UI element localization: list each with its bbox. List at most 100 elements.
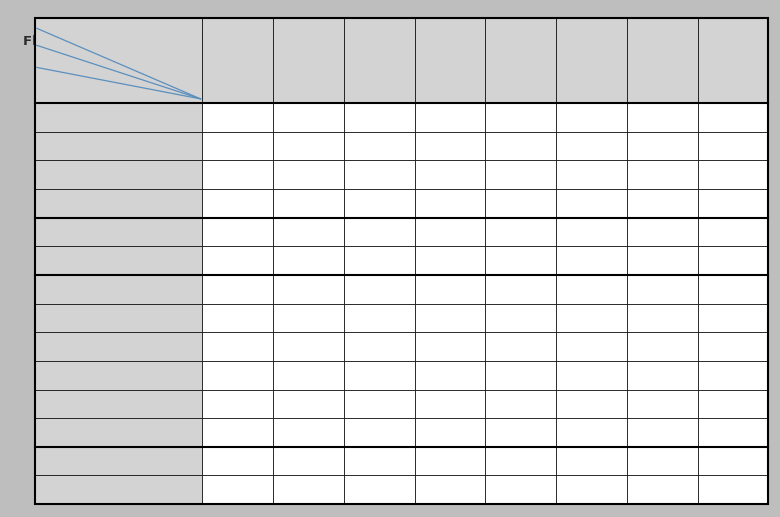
Text: 126. 67: 126. 67 — [650, 340, 694, 353]
Text: 706. 86: 706. 86 — [508, 483, 553, 496]
Text: 90. 78: 90. 78 — [587, 340, 624, 353]
Text: 72. 37: 72. 37 — [516, 340, 553, 353]
Text: 5. 79: 5. 79 — [381, 225, 411, 238]
Text: 54. 29: 54. 29 — [445, 340, 482, 353]
Text: 1. 13: 1. 13 — [310, 168, 341, 181]
Text: 21. 21: 21. 21 — [445, 283, 482, 296]
Text: 49. 48: 49. 48 — [657, 283, 694, 296]
Text: 197. 92: 197. 92 — [650, 369, 694, 382]
Text: 3. 18: 3. 18 — [594, 140, 624, 153]
Text: 4: 4 — [545, 78, 553, 91]
Text: 0. 08: 0. 08 — [240, 111, 270, 124]
Text: 14. 14: 14. 14 — [374, 283, 411, 296]
Text: 1. 13: 1. 13 — [523, 111, 553, 124]
Text: 113. 1: 113. 1 — [303, 454, 341, 467]
Text: 5: 5 — [616, 78, 624, 91]
Text: 2. 12: 2. 12 — [240, 283, 270, 296]
Text: 339. 3: 339. 3 — [445, 454, 482, 467]
Text: 28. 27: 28. 27 — [516, 283, 553, 296]
Text: 36. 19: 36. 19 — [374, 340, 411, 353]
Text: 12. 39: 12. 39 — [657, 197, 694, 210]
Text: 0. 64: 0. 64 — [310, 140, 341, 153]
Text: 2: 2 — [404, 78, 411, 91]
Text: 200: 200 — [174, 454, 196, 467]
Text: 5. 65: 5. 65 — [594, 168, 624, 181]
Text: 15: 15 — [181, 140, 196, 153]
Text: 452. 39: 452. 39 — [508, 454, 553, 467]
Text: 1. 91: 1. 91 — [452, 140, 482, 153]
Text: 19. 09: 19. 09 — [232, 426, 270, 439]
Text: 4. 52: 4. 52 — [310, 254, 341, 267]
Text: 7. 07: 7. 07 — [523, 197, 553, 210]
Text: 0. 19: 0. 19 — [240, 140, 270, 153]
Text: 18. 1: 18. 1 — [310, 340, 341, 353]
Text: 31. 67: 31. 67 — [657, 254, 694, 267]
Text: 56. 55: 56. 55 — [374, 369, 411, 382]
Text: 3: 3 — [475, 78, 482, 91]
Text: 1. 96: 1. 96 — [665, 111, 694, 124]
Text: 7. 91: 7. 91 — [665, 168, 694, 181]
Text: DN (mm): DN (mm) — [35, 73, 102, 86]
Text: 2. 54: 2. 54 — [523, 140, 553, 153]
Text: 1: 1 — [333, 78, 341, 91]
Text: 176. 23: 176. 23 — [508, 398, 553, 410]
Text: 83. 62: 83. 62 — [658, 311, 694, 325]
Text: 883. 57: 883. 57 — [580, 483, 624, 496]
Text: 3. 39: 3. 39 — [452, 168, 482, 181]
Text: 190. 85: 190. 85 — [438, 426, 482, 439]
Text: 178. 19: 178. 19 — [720, 311, 765, 325]
Text: 113. 1: 113. 1 — [516, 369, 553, 382]
Text: 18. 1: 18. 1 — [523, 254, 553, 267]
Text: 1. 41: 1. 41 — [594, 111, 624, 124]
Text: 35. 84: 35. 84 — [445, 311, 482, 325]
Text: 4. 52: 4. 52 — [523, 168, 553, 181]
Text: 1696. 26: 1696. 26 — [713, 454, 765, 467]
Text: 16. 96: 16. 96 — [728, 168, 765, 181]
Text: 0. 85: 0. 85 — [452, 111, 482, 124]
Text: 106. 03: 106. 03 — [721, 283, 765, 296]
Text: 254. 47: 254. 47 — [508, 426, 553, 439]
Text: Flow rate (m3/h): Flow rate (m3/h) — [23, 35, 147, 48]
Text: 59. 73: 59. 73 — [587, 311, 624, 325]
Text: 1236. 97: 1236. 97 — [642, 483, 694, 496]
Text: 226. 19: 226. 19 — [367, 454, 411, 467]
Text: 127. 23: 127. 23 — [367, 426, 411, 439]
Text: 100: 100 — [174, 369, 196, 382]
Text: Velocity (m/s): Velocity (m/s) — [121, 26, 224, 39]
Text: 424. 12: 424. 12 — [720, 369, 765, 382]
Text: 7: 7 — [687, 78, 694, 91]
Text: 250: 250 — [174, 483, 196, 496]
Text: 4. 45: 4. 45 — [665, 140, 694, 153]
Text: 7. 07: 7. 07 — [310, 283, 341, 296]
Text: 271. 43: 271. 43 — [720, 340, 765, 353]
Text: 44. 18: 44. 18 — [303, 398, 341, 410]
Text: 9. 54: 9. 54 — [736, 140, 765, 153]
Text: 445. 32: 445. 32 — [650, 426, 694, 439]
Text: 0. 3: 0. 3 — [248, 78, 270, 91]
Text: 1. 77: 1. 77 — [310, 197, 341, 210]
Text: 67. 86: 67. 86 — [728, 254, 765, 267]
Text: 63. 62: 63. 62 — [303, 426, 341, 439]
Text: 141. 37: 141. 37 — [579, 369, 624, 382]
Text: 28. 27: 28. 27 — [303, 369, 341, 382]
Text: 25: 25 — [181, 197, 196, 210]
Text: 2. 9: 2. 9 — [318, 225, 341, 238]
Text: 0. 57: 0. 57 — [381, 111, 411, 124]
Text: 565. 49: 565. 49 — [579, 454, 624, 467]
Text: 20. 27: 20. 27 — [657, 225, 694, 238]
Text: 363. 43: 363. 43 — [367, 483, 411, 496]
Text: 5. 43: 5. 43 — [240, 340, 270, 353]
Text: 11. 95: 11. 95 — [303, 311, 341, 325]
Text: 65: 65 — [181, 311, 196, 325]
Text: 0. 28: 0. 28 — [311, 111, 341, 124]
Text: 220. 78: 220. 78 — [579, 398, 624, 410]
Text: 9. 05: 9. 05 — [381, 254, 411, 267]
Text: 530. 13: 530. 13 — [438, 483, 482, 496]
Text: 318. 09: 318. 09 — [579, 426, 624, 439]
Text: 47. 78: 47. 78 — [516, 311, 553, 325]
Text: 80: 80 — [181, 340, 196, 353]
Text: 125: 125 — [174, 398, 196, 410]
Text: 53. 01: 53. 01 — [232, 483, 270, 496]
Text: 0. 53: 0. 53 — [240, 197, 270, 210]
Text: 176. 71: 176. 71 — [296, 483, 341, 496]
